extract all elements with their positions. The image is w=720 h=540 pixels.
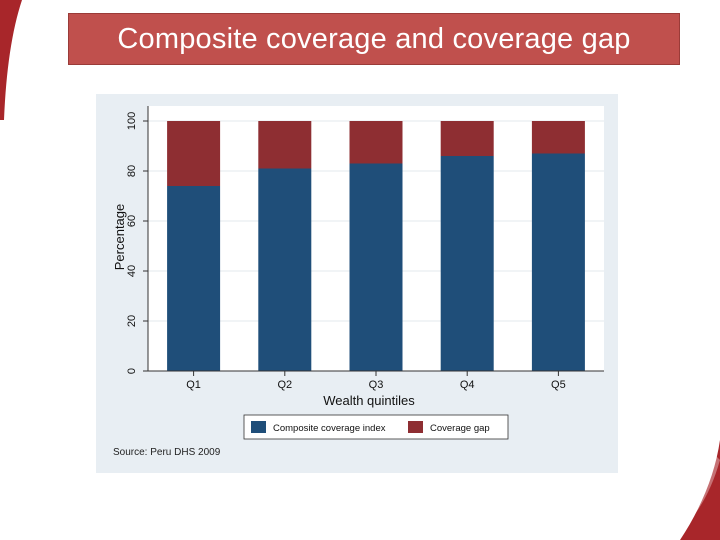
y-tick-label: 80 bbox=[126, 165, 138, 177]
y-axis-label: Percentage bbox=[112, 204, 127, 271]
slide-corner-decoration-bottom bbox=[660, 440, 720, 540]
bar-q1-gap bbox=[167, 121, 221, 186]
bar-q4-coverage bbox=[440, 156, 494, 371]
x-tick-label: Q4 bbox=[460, 379, 475, 391]
x-tick-label: Q3 bbox=[369, 379, 384, 391]
legend-box bbox=[243, 414, 509, 440]
bar-q2-gap bbox=[258, 121, 312, 169]
x-tick-label: Q2 bbox=[277, 379, 292, 391]
legend-label: Composite coverage index bbox=[273, 423, 386, 434]
bar-q5-coverage bbox=[531, 153, 585, 371]
y-tick-label: 20 bbox=[126, 315, 138, 327]
legend-swatch bbox=[408, 421, 423, 433]
x-tick-label: Q5 bbox=[551, 379, 566, 391]
slide-corner-decoration bbox=[0, 0, 22, 120]
bar-q5-gap bbox=[531, 121, 585, 154]
bar-q2-coverage bbox=[258, 168, 312, 371]
slide-title: Composite coverage and coverage gap bbox=[117, 22, 631, 55]
legend-swatch bbox=[251, 421, 266, 433]
stacked-bar-chart: 0 20 40 60 80 100 Q1 Q2 Q3 Q4 Q5 Percentage Wealth… bbox=[112, 106, 604, 458]
y-tick-label: 100 bbox=[126, 112, 138, 130]
bar-q3-coverage bbox=[349, 163, 403, 371]
y-tick-label: 0 bbox=[126, 368, 138, 374]
x-tick-label: Q1 bbox=[186, 379, 201, 391]
bar-q1-coverage bbox=[167, 186, 221, 371]
chart-panel: 0 20 40 60 80 100 Q1 Q2 Q3 Q4 Q5 Percentage Wealth… bbox=[96, 94, 618, 473]
x-axis-label: Wealth quintiles bbox=[323, 393, 415, 408]
bar-q3-gap bbox=[349, 121, 403, 164]
y-tick-label: 40 bbox=[126, 265, 138, 277]
source-note: Source: Peru DHS 2009 bbox=[113, 447, 221, 458]
chart-legend: Composite coverage index Coverage gap bbox=[243, 414, 509, 440]
y-tick-label: 60 bbox=[126, 215, 138, 227]
slide-title-bar: Composite coverage and coverage gap bbox=[68, 13, 680, 65]
bar-q4-gap bbox=[440, 121, 494, 156]
legend-label: Coverage gap bbox=[430, 423, 490, 434]
